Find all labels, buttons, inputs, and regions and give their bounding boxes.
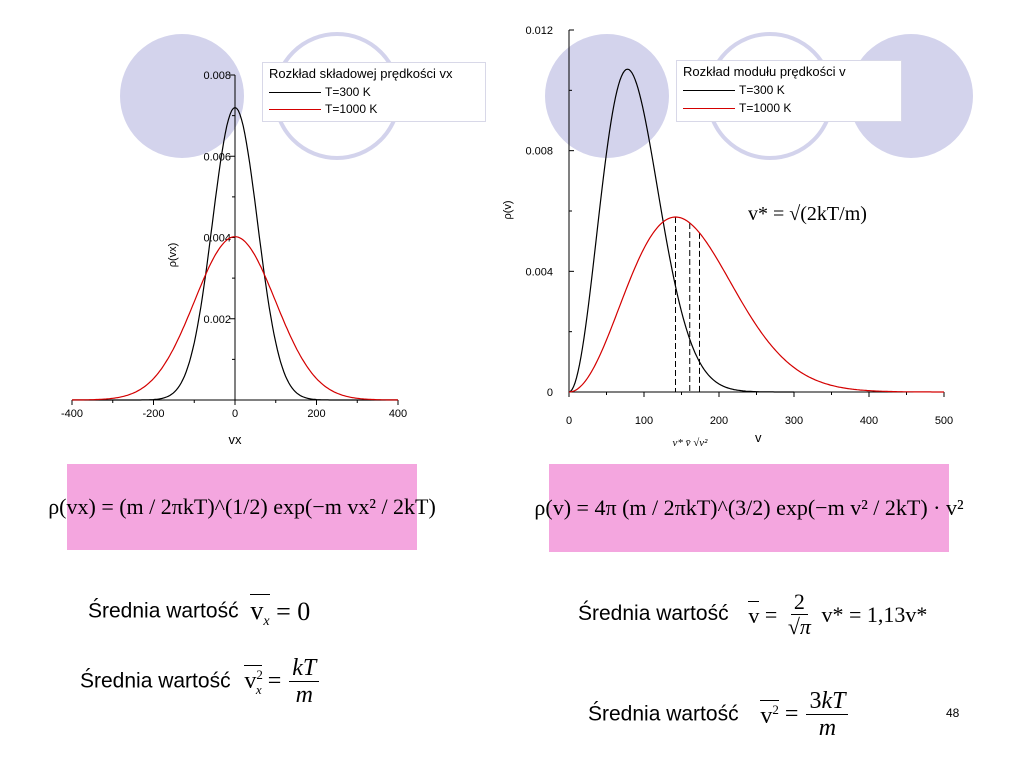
legend-entry-label: T=1000 K	[739, 101, 792, 115]
legend-line-red	[269, 108, 321, 110]
left-x-tick-label: 0	[232, 408, 238, 420]
right-x-tick-label: 200	[710, 415, 728, 427]
right-series-1000k	[568, 216, 944, 393]
left-x-tick-label: 200	[307, 408, 325, 420]
left-series-300k	[72, 106, 398, 401]
right-y-tick-label: 0.004	[525, 266, 553, 278]
legend-line-red	[683, 107, 735, 109]
marker-labels: v* v̄ √v²	[673, 437, 709, 449]
caption-mean-v: Średnia wartość v = 2 √π v* = 1,13v*	[578, 589, 928, 640]
left-series-1000k	[71, 236, 399, 401]
legend-entry-label: T=1000 K	[325, 102, 378, 116]
legend-entry-label: T=300 K	[325, 85, 371, 99]
left-formula-box: ρ(vx) = (m / 2πkT)^(1/2) exp(−m vx² / 2k…	[48, 464, 436, 550]
left-y-axis-label: ρ(vx)	[167, 243, 179, 268]
right-y-tick-label: 0.012	[525, 25, 553, 37]
right-y-tick-label: 0.008	[525, 146, 553, 158]
legend-line-black	[269, 91, 321, 93]
left-x-axis-label: vx	[229, 432, 243, 447]
right-x-tick-label: 300	[785, 415, 803, 427]
right-series-300k	[568, 68, 794, 393]
right-x-tick-label: 400	[860, 415, 878, 427]
left-x-tick-label: -400	[61, 408, 83, 420]
right-formula: ρ(v) = 4π (m / 2πkT)^(3/2) exp(−m v² / 2…	[534, 495, 964, 520]
right-chart-markers	[675, 217, 700, 392]
decor-circle	[545, 34, 669, 158]
right-x-tick-label: 100	[635, 415, 653, 427]
caption-mean-vx: Średnia wartość vx = 0	[88, 594, 310, 630]
left-x-tick-label: 400	[389, 408, 407, 420]
page-number: 48	[946, 706, 960, 720]
right-x-axis-label: v	[755, 430, 762, 445]
right-legend-entry-300k: T=300 K	[683, 83, 785, 97]
right-x-tick-label: 0	[566, 415, 572, 427]
left-legend-entry-300k: T=300 K	[269, 85, 371, 99]
caption-text: Średnia wartość	[578, 602, 729, 626]
right-y-tick-label: 0	[547, 387, 553, 399]
left-legend-title: Rozkład składowej prędkości vx	[269, 66, 453, 81]
mean-v-expr: v = 2 √π v* = 1,13v*	[748, 589, 928, 640]
left-legend-entry-1000k: T=1000 K	[269, 102, 377, 116]
left-y-tick-label: 0.002	[203, 314, 231, 326]
mean-v2-expr: v2 = 3kT m	[760, 688, 850, 742]
caption-mean-vx2: Średnia wartość v2x = kT m	[80, 655, 321, 709]
right-x-tick-label: 500	[935, 415, 953, 427]
caption-text: Średnia wartość	[88, 599, 239, 623]
caption-mean-v2: Średnia wartość v2 = 3kT m	[588, 688, 850, 742]
right-formula-box: ρ(v) = 4π (m / 2πkT)^(3/2) exp(−m v² / 2…	[534, 464, 964, 552]
right-legend: Rozkład modułu prędkości v T=300 K T=100…	[676, 60, 902, 122]
decor-circle	[120, 34, 244, 158]
left-formula: ρ(vx) = (m / 2πkT)^(1/2) exp(−m vx² / 2k…	[48, 494, 436, 519]
left-x-tick-label: -200	[142, 408, 164, 420]
caption-text: Średnia wartość	[80, 669, 231, 693]
right-legend-title: Rozkład modułu prędkości v	[683, 64, 846, 79]
right-y-axis-label: ρ(v)	[502, 200, 514, 219]
legend-entry-label: T=300 K	[739, 83, 785, 97]
vstar-formula: v* = √(2kT/m)	[748, 203, 867, 226]
vstar-formula-text: v* = √(2kT/m)	[748, 203, 867, 225]
right-legend-entry-1000k: T=1000 K	[683, 101, 791, 115]
mean-vx2-expr: v2x = kT m	[244, 655, 321, 709]
legend-line-black	[683, 89, 735, 91]
left-y-tick-label: 0.008	[203, 70, 231, 82]
right-chart-ticks: 0 100 200 300 400 500 0 0.004 0.008 0.012	[525, 25, 953, 427]
left-legend: Rozkład składowej prędkości vx T=300 K T…	[262, 62, 486, 122]
mean-vx-expr: vx = 0	[250, 594, 311, 630]
caption-text: Średnia wartość	[588, 702, 739, 726]
left-y-tick-label: 0.006	[203, 151, 231, 163]
